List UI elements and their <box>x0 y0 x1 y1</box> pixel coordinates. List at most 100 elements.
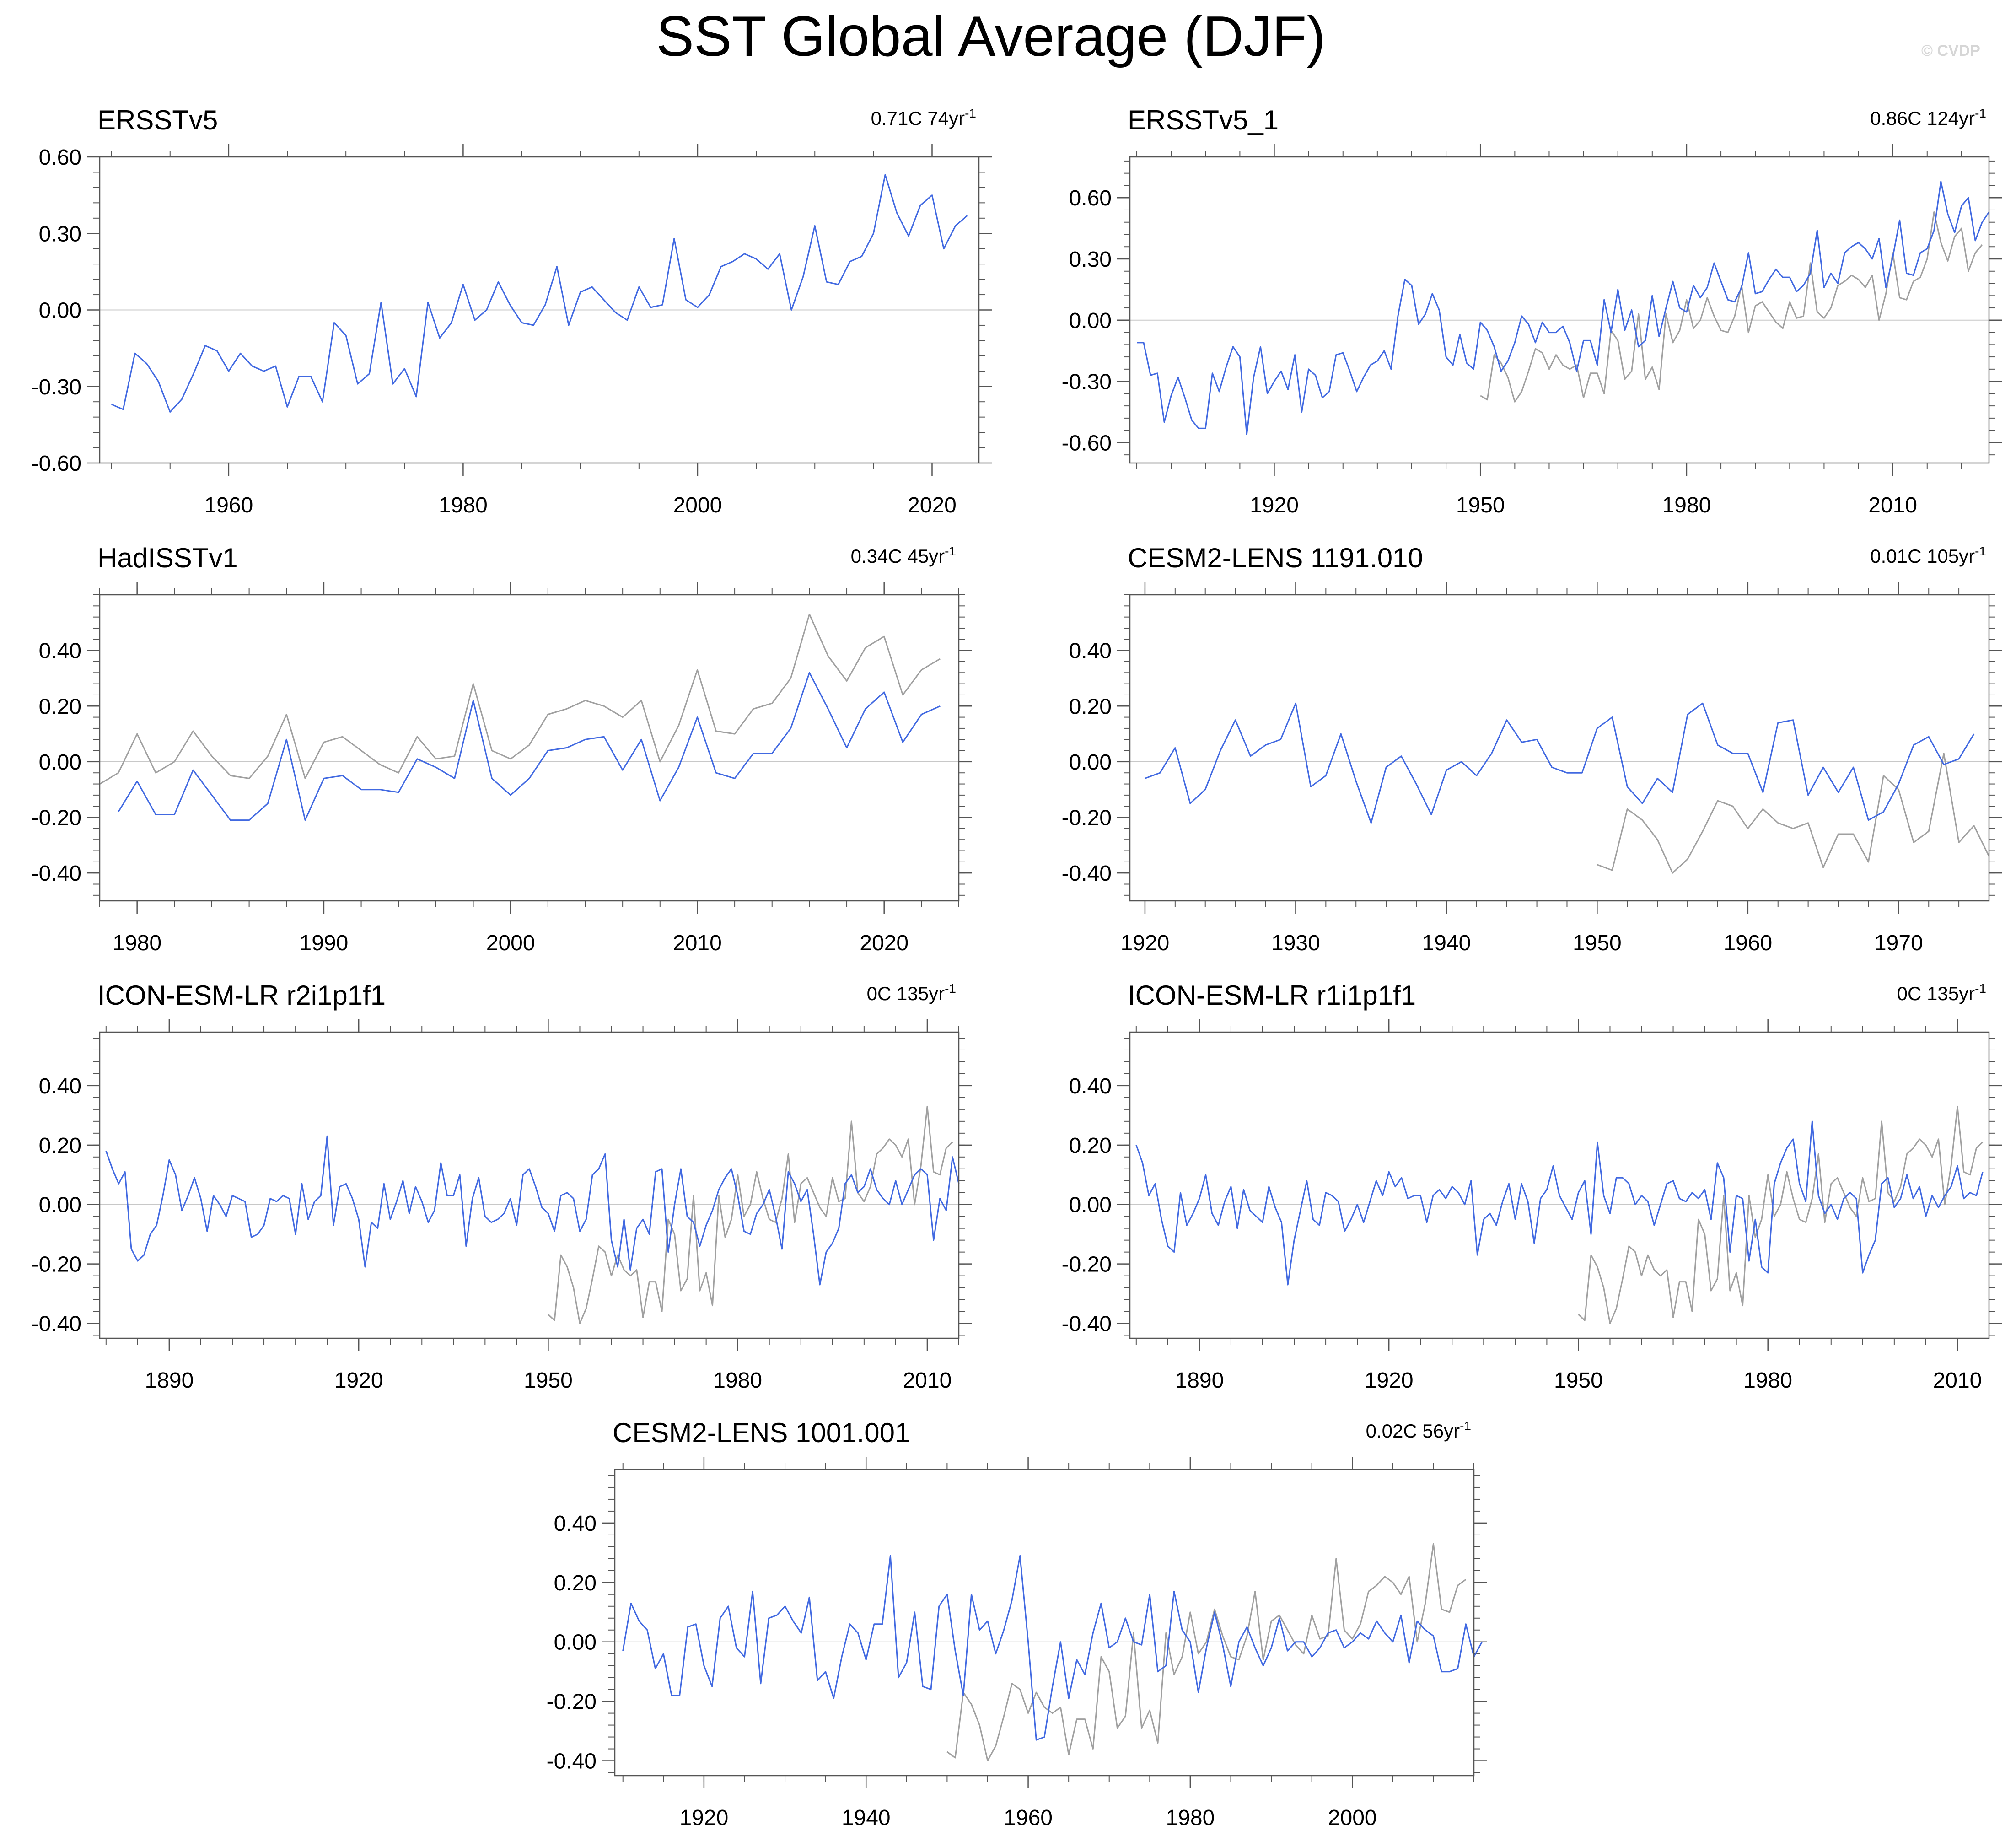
x-tick-label: 1920 <box>679 1806 728 1830</box>
y-tick-label: 0.00 <box>1069 309 1112 333</box>
x-tick-label: 1890 <box>1175 1368 1224 1393</box>
x-tick-label: 2010 <box>903 1368 952 1393</box>
trend-exponent: -1 <box>1975 981 1986 996</box>
y-tick-label: -0.60 <box>32 452 81 476</box>
plot-frame <box>99 594 960 902</box>
trend-exponent: -1 <box>945 544 956 558</box>
y-tick-label: 0.00 <box>554 1631 597 1655</box>
y-tick-label: -0.20 <box>32 806 81 830</box>
x-tick-label: 1980 <box>1166 1806 1215 1830</box>
y-tick-label: 0.20 <box>39 1134 81 1158</box>
y-tick-label: 0.20 <box>39 695 81 719</box>
watermark: © CVDP <box>1921 42 1980 59</box>
x-tick-label: 2020 <box>860 931 909 955</box>
series-line-observed <box>946 1543 1467 1761</box>
trend-exponent: -1 <box>965 106 976 120</box>
y-tick-label: -0.40 <box>547 1750 597 1774</box>
y-tick-label: -0.60 <box>1062 431 1112 455</box>
x-tick-label: 1980 <box>713 1368 762 1393</box>
trend-label: 0C 135yr-1 <box>1897 981 1986 1004</box>
x-tick-label: 1930 <box>1271 931 1320 955</box>
x-tick-label: 1950 <box>1456 493 1505 517</box>
trend-label: 0.02C 56yr-1 <box>1366 1419 1471 1442</box>
panel-cesm2-lens-1001: 1920 1940 1960 1980 2000 -0.40 -0.20 0.00 0.20 0.… <box>547 1417 1487 1830</box>
panel-title: CESM2-LENS 1001.001 <box>613 1417 910 1448</box>
panel-title: ERSSTv5 <box>97 105 218 135</box>
series-line-observed <box>1480 211 1983 403</box>
series-line-model <box>1137 181 1990 436</box>
x-tick-label: 1980 <box>1662 493 1711 517</box>
x-tick-label: 1920 <box>1250 493 1299 517</box>
x-tick-label: 1920 <box>1365 1368 1414 1393</box>
y-tick-label: 0.60 <box>39 145 81 170</box>
y-tick-label: -0.40 <box>32 1312 81 1336</box>
trend-exponent: -1 <box>1460 1419 1471 1433</box>
plot-frame <box>1129 594 1990 902</box>
trend-exponent: -1 <box>1975 106 1986 120</box>
panel-title: CESM2-LENS 1191.010 <box>1128 543 1423 573</box>
series-line-observed <box>1597 753 1990 874</box>
x-tick-label: 1990 <box>300 931 349 955</box>
plot-frame <box>99 156 980 464</box>
y-tick-label: -0.40 <box>1062 862 1112 886</box>
trend-label: 0C 135yr-1 <box>867 981 956 1004</box>
x-tick-label: 2010 <box>1868 493 1917 517</box>
series-line-observed <box>1578 1105 1984 1324</box>
plot-frame <box>1129 156 1990 464</box>
x-tick-label: 2000 <box>1328 1806 1377 1830</box>
y-tick-label: 0.20 <box>1069 695 1112 719</box>
y-tick-label: 0.40 <box>1069 1074 1112 1099</box>
x-tick-label: 1960 <box>1004 1806 1053 1830</box>
series-line-observed <box>99 614 941 785</box>
panel-hadisstv1: 1980 1990 2000 2010 2020 -0.40 -0.20 0.00 0.20 0.… <box>32 543 972 955</box>
x-tick-label: 1950 <box>524 1368 573 1393</box>
panel-ersstv5: 1960 1980 2000 2020 -0.60 -0.30 0.00 0.30 0.60 ER… <box>32 105 992 517</box>
x-tick-label: 1950 <box>1573 931 1622 955</box>
y-tick-label: 0.60 <box>1069 186 1112 210</box>
x-tick-label: 1960 <box>1723 931 1772 955</box>
y-tick-label: 0.30 <box>1069 248 1112 272</box>
trend-exponent: -1 <box>945 981 956 996</box>
x-tick-label: 2020 <box>908 493 957 517</box>
x-tick-label: 1940 <box>1422 931 1471 955</box>
y-tick-label: -0.20 <box>547 1690 597 1714</box>
panel-icon-r1: 1890 1920 1950 1980 2010 -0.40 -0.20 0.00 0.20 0.… <box>1062 980 2002 1393</box>
y-tick-label: 0.00 <box>39 299 81 323</box>
x-tick-label: 2010 <box>673 931 722 955</box>
trend-label: 0.86C 124yr-1 <box>1870 106 1986 129</box>
y-tick-label: -0.20 <box>1062 806 1112 830</box>
trend-label: 0.71C 74yr-1 <box>871 106 976 129</box>
panel-ersstv5_1: 1920 1950 1980 2010 -0.60 -0.30 0.00 0.30 0.60 ER… <box>1062 105 2002 517</box>
y-tick-label: -0.20 <box>32 1253 81 1277</box>
y-tick-label: 0.40 <box>1069 639 1112 663</box>
plot-frame <box>99 1031 960 1339</box>
y-tick-label: -0.20 <box>1062 1253 1112 1277</box>
y-tick-label: -0.30 <box>32 375 81 399</box>
x-tick-label: 1980 <box>439 493 488 517</box>
y-tick-label: -0.40 <box>32 862 81 886</box>
y-tick-label: 0.00 <box>39 1193 81 1217</box>
x-tick-label: 1980 <box>1743 1368 1792 1393</box>
series-line-model <box>622 1555 1483 1741</box>
panel-cesm2-lens-1191: 1920 1930 1940 1950 1960 1970 -0.40 -0.20 0.00 0.… <box>1062 543 2002 955</box>
series-line-model <box>118 672 941 821</box>
trend-exponent: -1 <box>1975 544 1986 558</box>
panel-title: ICON-ESM-LR r2i1p1f1 <box>97 980 386 1011</box>
panel-title: ICON-ESM-LR r1i1p1f1 <box>1128 980 1416 1011</box>
x-tick-label: 1920 <box>1121 931 1170 955</box>
series-line-observed <box>548 1105 953 1324</box>
series-line-model <box>1135 1120 1984 1286</box>
y-tick-label: -0.40 <box>1062 1312 1112 1336</box>
trend-label: 0.34C 45yr-1 <box>851 544 956 567</box>
series-line-model <box>1145 702 1975 824</box>
x-tick-label: 1890 <box>145 1368 194 1393</box>
panel-icon-r2: 1890 1920 1950 1980 2010 -0.40 -0.20 0.00 0.20 0.… <box>32 980 972 1393</box>
x-tick-label: 2010 <box>1933 1368 1982 1393</box>
y-tick-label: 0.00 <box>1069 1193 1112 1217</box>
plot-frame <box>614 1469 1475 1777</box>
x-tick-label: 2000 <box>673 493 722 517</box>
y-tick-label: 0.20 <box>1069 1134 1112 1158</box>
y-tick-label: 0.40 <box>39 639 81 663</box>
